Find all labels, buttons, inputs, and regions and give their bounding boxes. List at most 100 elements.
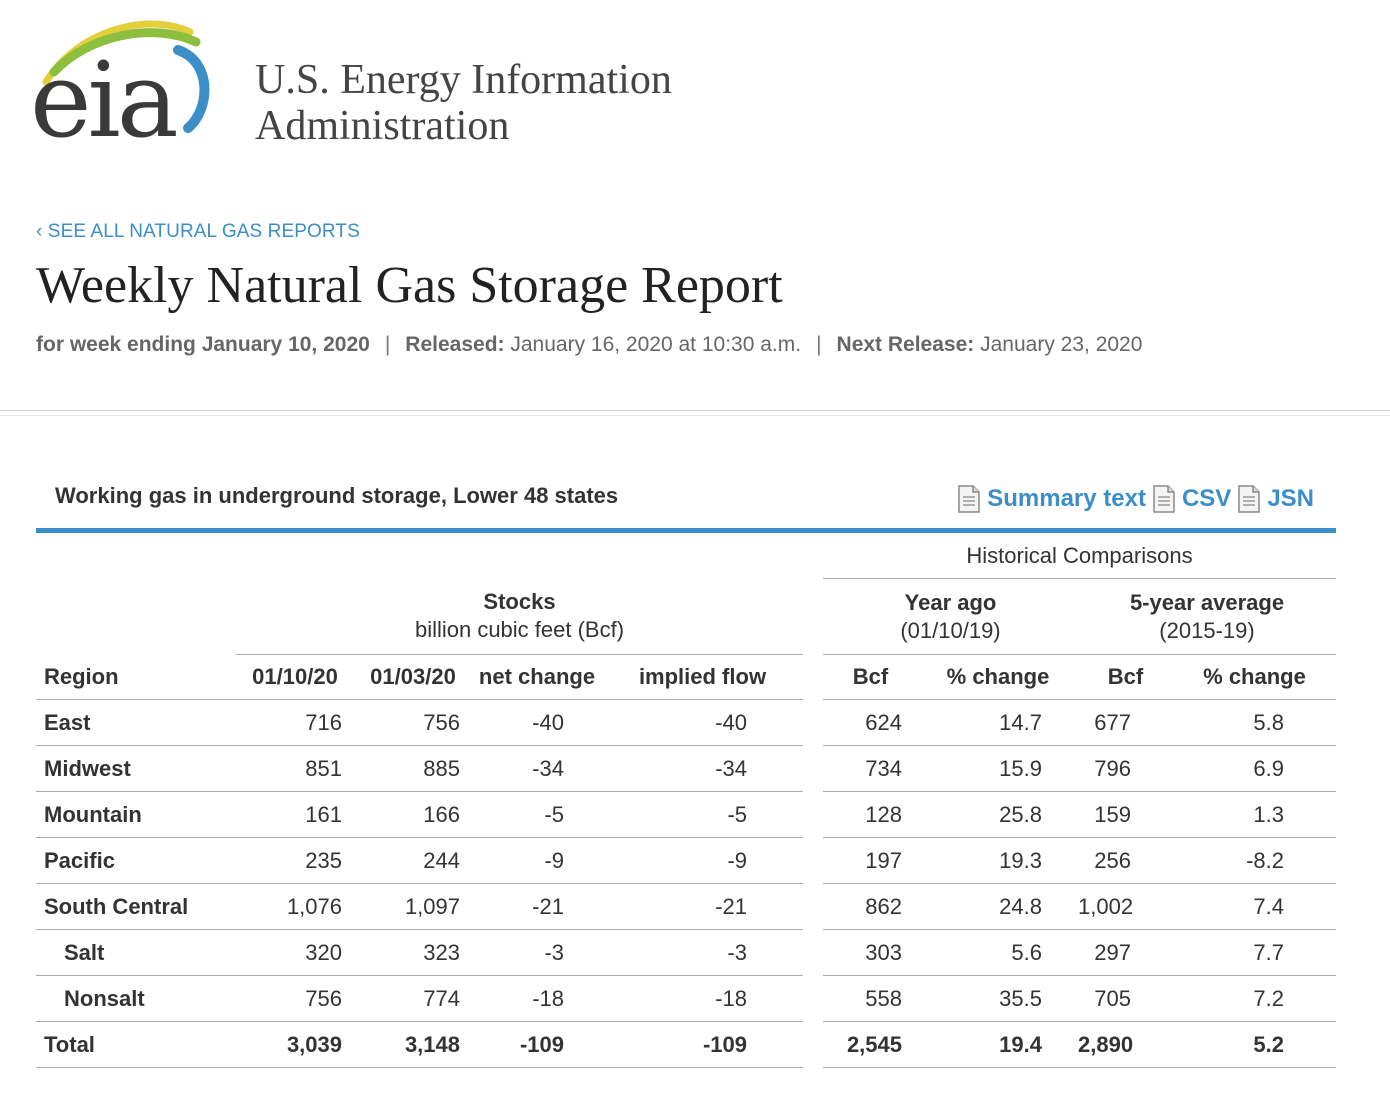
table-body: East 716 756 -40 -40 624 14.7 677 5.8 Midwest 851 8… <box>36 699 1336 1068</box>
value-cell: -18 <box>602 975 803 1022</box>
jsn-link[interactable]: JSN <box>1237 485 1314 513</box>
column-header: 01/03/20 <box>354 654 472 700</box>
separator: | <box>816 333 822 356</box>
value-cell: 5.6 <box>918 929 1078 976</box>
column-header-row: Region 01/10/20 01/03/20 net change impl… <box>36 654 1336 700</box>
five-year-group-header: 5-year average (2015-19) <box>1078 579 1336 655</box>
value-cell: 885 <box>354 745 472 792</box>
table-row: Salt 320 323 -3 -3 303 5.6 297 7.7 <box>36 929 1336 976</box>
table-caption: Working gas in underground storage, Lowe… <box>55 483 619 508</box>
region-cell: South Central <box>36 883 236 930</box>
logo-text: eia <box>30 39 179 161</box>
value-cell: -21 <box>602 883 803 930</box>
storage-table: Historical Comparisons Stocks billion cu… <box>36 533 1336 1068</box>
column-header: Region <box>36 654 236 700</box>
value-cell: -5 <box>472 791 602 838</box>
region-cell: East <box>36 699 236 746</box>
value-cell: 3,039 <box>236 1021 354 1068</box>
stocks-group-header: Stocks billion cubic feet (Bcf) <box>236 579 803 655</box>
region-cell: Pacific <box>36 837 236 884</box>
value-cell: 7.7 <box>1173 929 1336 976</box>
table-row: Pacific 235 244 -9 -9 197 19.3 256 -8.2 <box>36 837 1336 884</box>
value-cell: 159 <box>1078 791 1173 838</box>
document-icon <box>1153 485 1175 513</box>
value-cell: 19.4 <box>918 1021 1078 1068</box>
column-header: net change <box>472 654 602 700</box>
year-ago-subtitle: (01/10/19) <box>900 617 1001 643</box>
summary-text-link[interactable]: Summary text <box>957 485 1146 513</box>
stocks-subtitle: billion cubic feet (Bcf) <box>414 617 625 643</box>
value-cell: -21 <box>472 883 602 930</box>
column-gap <box>803 838 823 884</box>
value-cell: 2,545 <box>823 1021 918 1068</box>
next-release-label: Next Release: <box>836 333 975 356</box>
agency-line-2: Administration <box>255 103 510 149</box>
year-ago-group-header: Year ago (01/10/19) <box>823 579 1078 655</box>
column-header: % change <box>1173 654 1336 700</box>
value-cell: -109 <box>472 1021 602 1068</box>
value-cell: 677 <box>1078 699 1173 746</box>
value-cell: 5.8 <box>1173 699 1336 746</box>
table-top-rule <box>36 528 1336 533</box>
value-cell: 624 <box>823 699 918 746</box>
value-cell: 244 <box>354 837 472 884</box>
value-cell: 774 <box>354 975 472 1022</box>
column-header: Bcf <box>823 654 918 700</box>
value-cell: 197 <box>823 837 918 884</box>
table-row: Nonsalt 756 774 -18 -18 558 35.5 705 7.2 <box>36 975 1336 1022</box>
historical-comparisons-header: Historical Comparisons <box>823 533 1336 579</box>
column-gap <box>803 976 823 1022</box>
column-gap <box>803 884 823 930</box>
csv-link[interactable]: CSV <box>1152 485 1231 513</box>
column-gap <box>803 930 823 976</box>
value-cell: 1,002 <box>1078 883 1173 930</box>
value-cell: -40 <box>472 699 602 746</box>
value-cell: 320 <box>236 929 354 976</box>
eia-logo[interactable]: eia <box>28 10 218 161</box>
value-cell: 14.7 <box>918 699 1078 746</box>
column-gap <box>803 792 823 838</box>
five-year-title: 5-year average <box>1129 589 1285 615</box>
value-cell: 3,148 <box>354 1021 472 1068</box>
value-cell: 35.5 <box>918 975 1078 1022</box>
csv-label: CSV <box>1181 485 1232 512</box>
separator: | <box>384 333 391 356</box>
report-dates: for week ending January 10, 2020 | Release… <box>36 333 1142 357</box>
value-cell: 2,890 <box>1078 1021 1173 1068</box>
column-header: 01/10/20 <box>236 654 354 700</box>
value-cell: -34 <box>472 745 602 792</box>
released-label: Released: <box>405 333 505 356</box>
value-cell: 7.2 <box>1173 975 1336 1022</box>
value-cell: 851 <box>236 745 354 792</box>
table-row: Mountain 161 166 -5 -5 128 25.8 159 1.3 <box>36 791 1336 838</box>
value-cell: -9 <box>602 837 803 884</box>
year-ago-title: Year ago <box>904 589 997 615</box>
table-row: South Central 1,076 1,097 -21 -21 862 24.8 1,00… <box>36 883 1336 930</box>
region-cell: Salt <box>36 929 236 976</box>
value-cell: 716 <box>236 699 354 746</box>
value-cell: -109 <box>602 1021 803 1068</box>
summary-text-label: Summary text <box>987 485 1146 512</box>
value-cell: 235 <box>236 837 354 884</box>
column-gap <box>803 700 823 746</box>
value-cell: 161 <box>236 791 354 838</box>
value-cell: 5.2 <box>1173 1021 1336 1068</box>
value-cell: -34 <box>602 745 803 792</box>
value-cell: -3 <box>602 929 803 976</box>
value-cell: 734 <box>823 745 918 792</box>
value-cell: 6.9 <box>1173 745 1336 792</box>
column-header: implied flow <box>602 654 803 700</box>
divider <box>0 415 1390 416</box>
value-cell: 1,076 <box>236 883 354 930</box>
value-cell: -18 <box>472 975 602 1022</box>
value-cell: -9 <box>472 837 602 884</box>
value-cell: 297 <box>1078 929 1173 976</box>
value-cell: 756 <box>354 699 472 746</box>
value-cell: 796 <box>1078 745 1173 792</box>
value-cell: 128 <box>823 791 918 838</box>
see-all-reports-link[interactable]: ‹ SEE ALL NATURAL GAS REPORTS <box>36 221 360 242</box>
region-cell: Mountain <box>36 791 236 838</box>
next-release-value: January 23, 2020 <box>980 333 1143 356</box>
agency-name: U.S. Energy Information Administration <box>255 57 672 149</box>
column-gap <box>803 746 823 792</box>
